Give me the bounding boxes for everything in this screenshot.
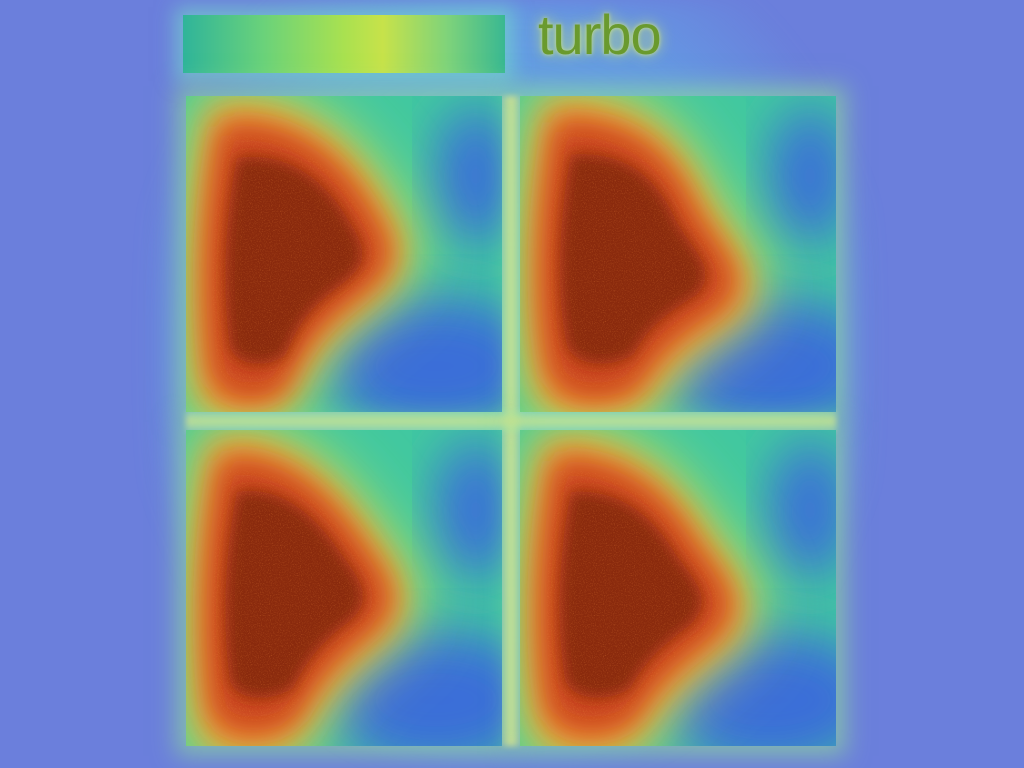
cold-region-top: [436, 106, 502, 246]
cold-region: [326, 296, 502, 412]
heatmap-svg: [186, 96, 502, 412]
heatmap-panel-top-left: [186, 96, 502, 412]
heatmap-svg: [520, 430, 836, 746]
heatmap-svg: [520, 96, 836, 412]
cold-region-top: [770, 106, 836, 246]
colorbar: [183, 15, 505, 73]
heatmap-panel-bottom-left: [186, 430, 502, 746]
heatmap-svg: [186, 430, 502, 746]
cold-region-top: [770, 440, 836, 580]
cold-region-top: [436, 440, 502, 580]
colormap-label: turbo: [538, 3, 662, 66]
heatmap-panel-bottom-right: [520, 430, 836, 746]
horizontal-seam: [186, 410, 836, 432]
heatmap-panel-top-right: [520, 96, 836, 412]
